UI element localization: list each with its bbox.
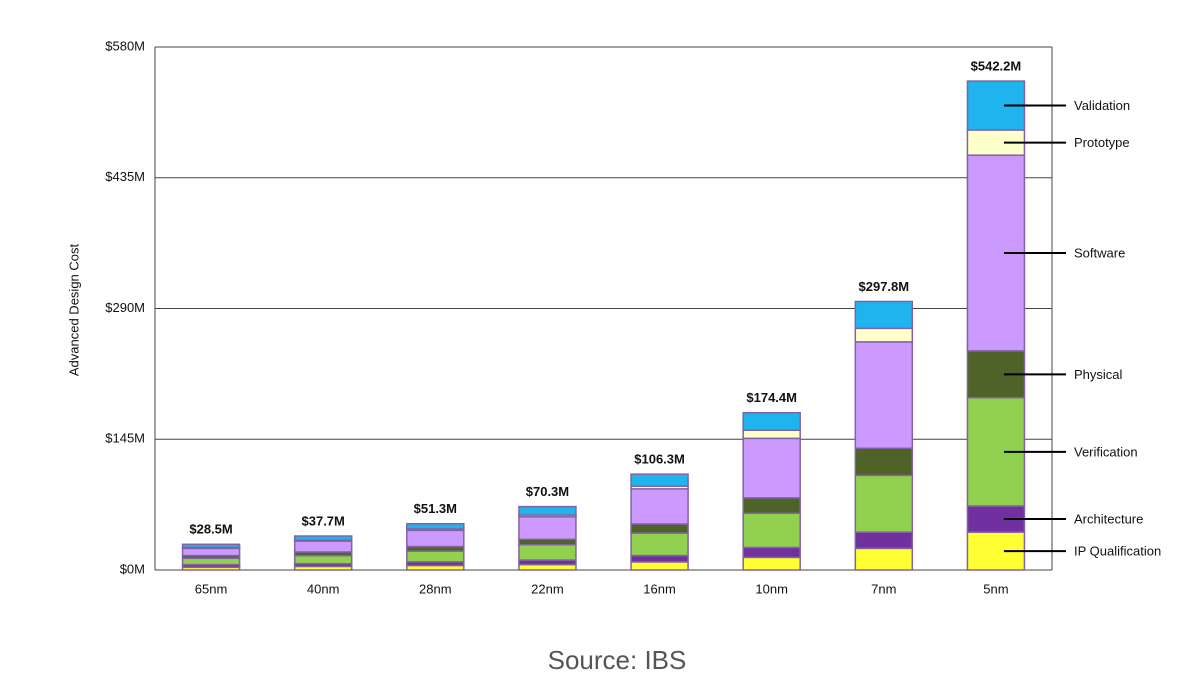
x-tick-label: 22nm — [531, 581, 564, 596]
bar-segment — [630, 488, 689, 525]
legend-label: Prototype — [1074, 135, 1130, 150]
bar-segment — [518, 505, 577, 516]
y-tick-label: $145M — [105, 431, 145, 446]
x-tick-label: 5nm — [983, 581, 1008, 596]
bar-segment — [181, 543, 241, 549]
x-tick-label: 65nm — [195, 581, 228, 596]
bar-segment — [406, 529, 465, 548]
bar-segment — [854, 474, 914, 533]
bar-segment — [293, 535, 353, 541]
legend-label: IP Qualification — [1074, 544, 1161, 559]
y-tick-label: $0M — [120, 561, 145, 576]
total-label: $70.3M — [526, 484, 569, 499]
x-tick-label: 7nm — [871, 581, 896, 596]
bar-segment — [630, 561, 689, 571]
bar-segment — [854, 547, 914, 571]
x-tick-label: 40nm — [307, 581, 340, 596]
bar-segment — [181, 547, 241, 557]
bar-segment — [854, 341, 914, 450]
bar-segment — [742, 512, 801, 549]
bar-segment — [293, 554, 353, 565]
bar-segment — [293, 540, 353, 553]
bar-segment — [854, 531, 914, 550]
bar-segment — [630, 532, 689, 557]
bar-segment — [742, 556, 801, 571]
total-label: $174.4M — [746, 390, 797, 405]
bar-segment — [518, 544, 577, 561]
legend-label: Validation — [1074, 98, 1130, 113]
bar-segment — [630, 554, 689, 563]
bar-segment — [630, 523, 689, 534]
legend-label: Architecture — [1074, 511, 1143, 526]
bar-segment — [742, 497, 801, 514]
bar-segment — [406, 522, 465, 530]
total-label: $51.3M — [414, 501, 457, 516]
bar-segment — [742, 437, 801, 499]
bar-segment — [181, 557, 241, 566]
y-tick-label: $290M — [105, 300, 145, 315]
bar-segment — [742, 546, 801, 559]
bar-segment — [854, 447, 914, 477]
legend-label: Verification — [1074, 444, 1138, 459]
bar-segment — [854, 327, 914, 343]
legend-label: Physical — [1074, 367, 1123, 382]
total-label: $542.2M — [971, 59, 1022, 74]
bar-segment — [854, 300, 914, 330]
total-label: $297.8M — [859, 279, 910, 294]
bar-segment — [406, 550, 465, 563]
bar-segment — [630, 473, 689, 487]
x-tick-label: 28nm — [419, 581, 452, 596]
bar-segment — [518, 563, 577, 571]
total-label: $28.5M — [189, 522, 232, 537]
bar-segment — [742, 411, 801, 431]
y-axis-label: Advanced Design Cost — [66, 243, 81, 376]
bar-segment — [742, 429, 801, 440]
bar-segment — [518, 516, 577, 541]
bar-segment — [518, 538, 577, 546]
y-tick-label: $580M — [105, 38, 145, 53]
source: Source: IBS — [548, 645, 687, 675]
y-tick-label: $435M — [105, 169, 145, 184]
total-label: $106.3M — [634, 452, 685, 467]
x-tick-label: 10nm — [755, 581, 788, 596]
legend-label: Software — [1074, 245, 1125, 260]
x-tick-label: 16nm — [643, 581, 676, 596]
total-label: $37.7M — [302, 513, 345, 528]
